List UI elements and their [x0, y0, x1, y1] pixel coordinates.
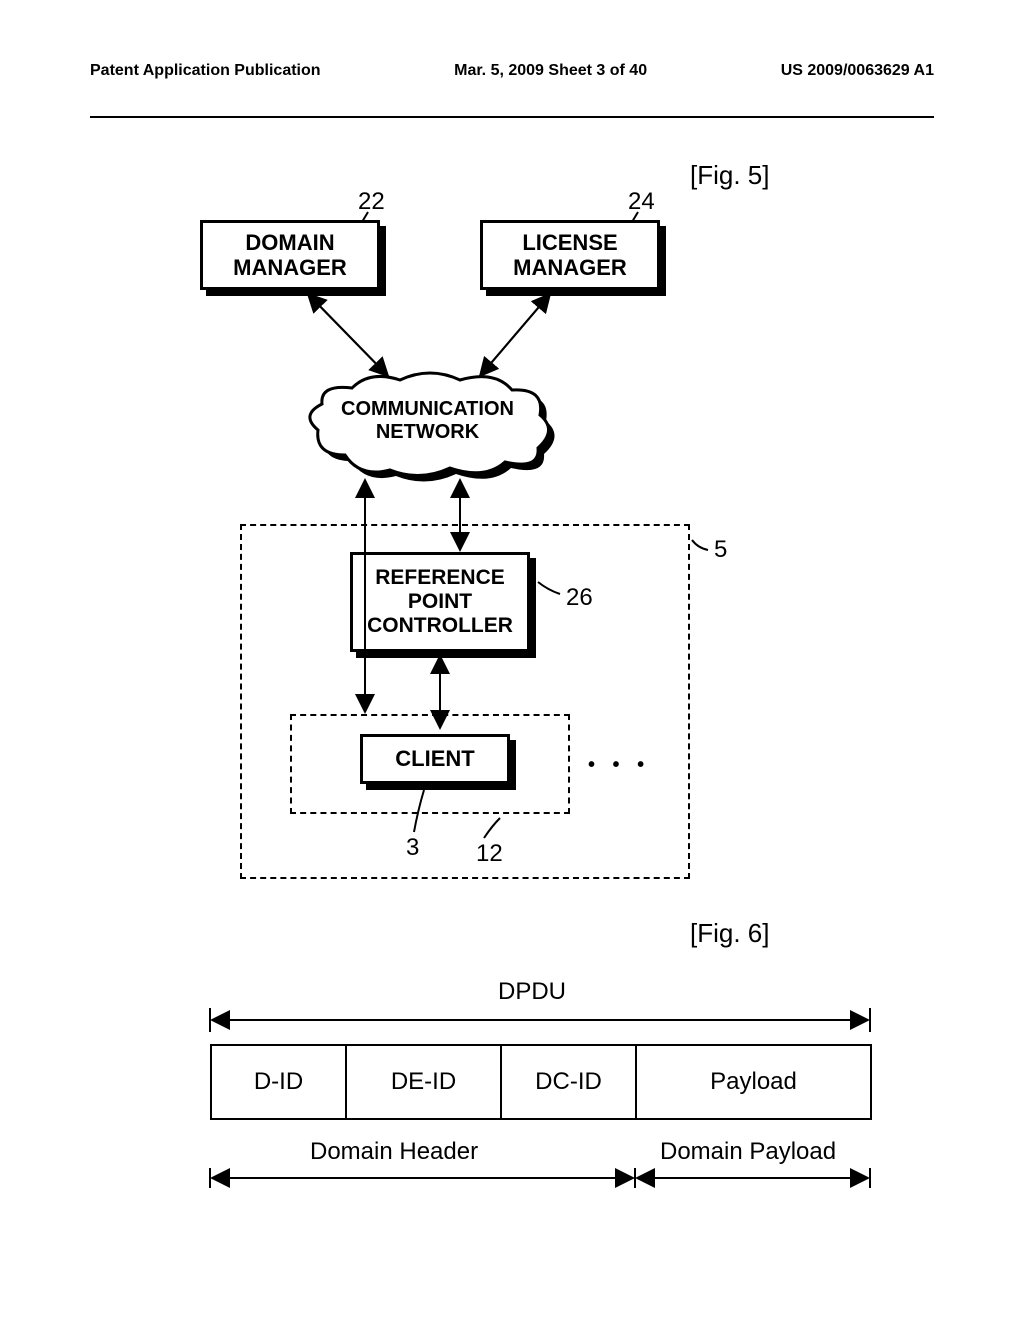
domain-header-label: Domain Header [310, 1138, 478, 1166]
fig6-label: [Fig. 6] [690, 918, 769, 949]
col-payload: Payload [636, 1045, 871, 1119]
dpdu-table: D-ID DE-ID DC-ID Payload [210, 1044, 872, 1120]
col-de-id: DE-ID [346, 1045, 501, 1119]
col-d-id: D-ID [211, 1045, 346, 1119]
page-container: Patent Application Publication Mar. 5, 2… [90, 60, 934, 1270]
client-ref-leaders [90, 60, 934, 960]
domain-payload-label: Domain Payload [660, 1138, 836, 1166]
dpdu-top-brace [210, 1008, 870, 1038]
col-dc-id: DC-ID [501, 1045, 636, 1119]
dpdu-title: DPDU [498, 978, 566, 1006]
dpdu-bottom-braces [210, 1168, 870, 1194]
